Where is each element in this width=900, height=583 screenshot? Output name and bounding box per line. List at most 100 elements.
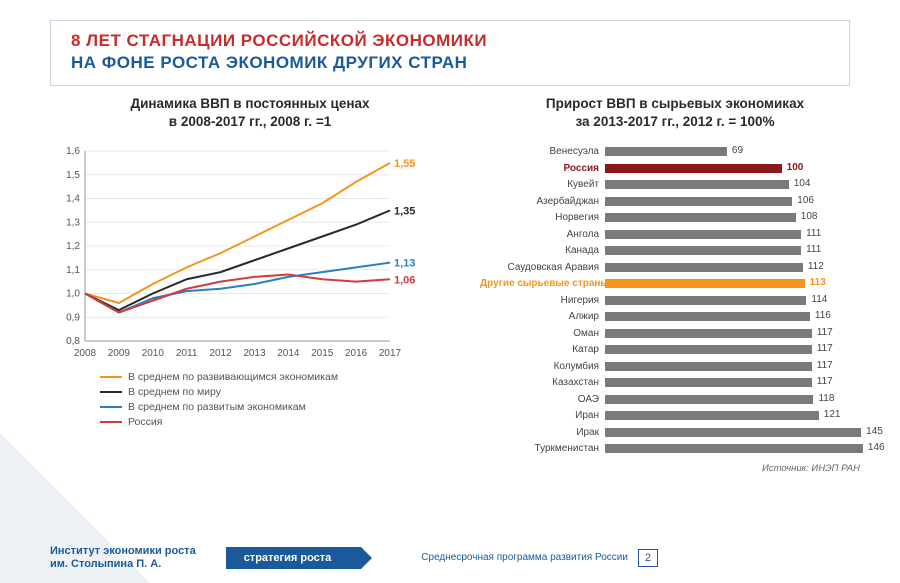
bar-fill — [605, 147, 727, 156]
bar-label: Ангола — [480, 229, 605, 240]
bar-fill — [605, 263, 803, 272]
legend-item: В среднем по развитым экономикам — [100, 401, 450, 413]
bar-track: 113 — [605, 279, 870, 288]
bar-row: Азербайджан 106 — [480, 193, 870, 210]
svg-text:1,1: 1,1 — [66, 265, 80, 276]
svg-text:1,0: 1,0 — [66, 289, 80, 300]
bar-track: 145 — [605, 428, 870, 437]
bar-label: Катар — [480, 344, 605, 355]
bar-value: 121 — [819, 409, 841, 420]
bar-row: Катар117 — [480, 341, 870, 358]
bar-row: Туркменистан146 — [480, 440, 870, 457]
bar-fill — [605, 164, 782, 173]
bar-value: 100 — [782, 162, 804, 173]
bar-label: Венесуэла — [480, 146, 605, 157]
bar-label: ОАЭ — [480, 394, 605, 405]
bar-value: 118 — [813, 393, 834, 404]
legend-swatch — [100, 406, 122, 408]
bar-fill — [605, 329, 812, 338]
right-title-l1: Прирост ВВП в сырьевых экономиках — [546, 96, 804, 111]
bar-row: Алжир116 — [480, 308, 870, 325]
right-chart-title: Прирост ВВП в сырьевых экономиках за 201… — [480, 95, 870, 131]
svg-text:0,9: 0,9 — [66, 313, 80, 324]
right-panel: Прирост ВВП в сырьевых экономиках за 201… — [450, 95, 870, 528]
svg-text:2008: 2008 — [74, 348, 97, 359]
bar-row: Саудовская Аравия112 — [480, 259, 870, 276]
bar-fill — [605, 213, 796, 222]
bar-label: Саудовская Аравия — [480, 262, 605, 273]
bar-row: Канада 111 — [480, 242, 870, 259]
bar-fill — [605, 428, 861, 437]
right-title-l2: за 2013-2017 гг., 2012 г. = 100% — [576, 114, 775, 129]
header-line1: 8 ЛЕТ СТАГНАЦИИ РОССИЙСКОЙ ЭКОНОМИКИ — [71, 31, 829, 51]
svg-text:1,2: 1,2 — [66, 241, 80, 252]
bar-fill — [605, 411, 819, 420]
legend-item: Россия — [100, 416, 450, 428]
bar-fill — [605, 246, 801, 255]
bar-value: 145 — [861, 426, 883, 437]
institute-l2: им. Столыпина П. А. — [50, 558, 161, 570]
left-title-l1: Динамика ВВП в постоянных ценах — [130, 96, 369, 111]
legend-item: В среднем по развивающимся экономикам — [100, 371, 450, 383]
bar-label: Канада — [480, 245, 605, 256]
bar-fill — [605, 378, 812, 387]
header-line2: НА ФОНЕ РОСТА ЭКОНОМИК ДРУГИХ СТРАН — [71, 53, 829, 73]
legend-label: В среднем по миру — [128, 386, 221, 398]
bar-fill — [605, 197, 792, 206]
svg-text:1,5: 1,5 — [66, 170, 80, 181]
bar-track: 117 — [605, 345, 870, 354]
bar-track: 117 — [605, 362, 870, 371]
bar-track: 117 — [605, 378, 870, 387]
svg-text:1,55: 1,55 — [394, 158, 415, 170]
bar-label: Оман — [480, 328, 605, 339]
svg-text:2009: 2009 — [108, 348, 131, 359]
bar-value: 111 — [801, 244, 821, 255]
bar-track: 104 — [605, 180, 870, 189]
bar-fill — [605, 296, 806, 305]
bar-row: Колумбия117 — [480, 358, 870, 375]
bar-row: Ирак145 — [480, 424, 870, 441]
bar-row: Другие сырьевые страны113 — [480, 275, 870, 292]
bar-track: 114 — [605, 296, 870, 305]
bar-fill — [605, 444, 863, 453]
page-number-box: 2 — [638, 549, 658, 567]
bar-label: Кувейт — [480, 179, 605, 190]
bar-row: Казахстан117 — [480, 374, 870, 391]
bar-label: Азербайджан — [480, 196, 605, 207]
bar-value: 146 — [863, 442, 885, 453]
bar-row: Нигерия114 — [480, 292, 870, 309]
bar-label: Иран — [480, 410, 605, 421]
bar-row: Россия100 — [480, 160, 870, 177]
bar-fill — [605, 395, 813, 404]
svg-text:2015: 2015 — [311, 348, 334, 359]
institute-name: Институт экономики роста им. Столыпина П… — [50, 545, 196, 571]
charts-container: Динамика ВВП в постоянных ценах в 2008-2… — [50, 95, 870, 528]
bar-fill — [605, 279, 805, 288]
bar-track: 111 — [605, 230, 870, 239]
legend-swatch — [100, 421, 122, 423]
svg-text:1,13: 1,13 — [394, 258, 415, 270]
institute-l1: Институт экономики роста — [50, 545, 196, 557]
bar-value: 106 — [792, 195, 814, 206]
bar-row: Ангола 111 — [480, 226, 870, 243]
svg-text:1,06: 1,06 — [394, 275, 415, 287]
svg-text:2011: 2011 — [176, 348, 198, 359]
line-chart: 0,80,91,01,11,21,31,41,51,62008200920102… — [50, 146, 430, 361]
bar-label: Норвегия — [480, 212, 605, 223]
svg-text:2017: 2017 — [379, 348, 402, 359]
bar-track: 121 — [605, 411, 870, 420]
source-note: Источник: ИНЭП РАН — [480, 463, 870, 474]
bar-fill — [605, 362, 812, 371]
bar-track: 118 — [605, 395, 870, 404]
bar-label: Колумбия — [480, 361, 605, 372]
bar-label: Казахстан — [480, 377, 605, 388]
bar-value: 111 — [801, 228, 821, 239]
page-number: 2 — [645, 552, 651, 564]
legend-item: В среднем по миру — [100, 386, 450, 398]
line-chart-svg: 0,80,91,01,11,21,31,41,51,62008200920102… — [50, 146, 430, 361]
legend-swatch — [100, 391, 122, 393]
strategy-ribbon: стратегия роста — [226, 547, 362, 569]
footer: Институт экономики роста им. Столыпина П… — [50, 545, 870, 571]
legend-label: В среднем по развивающимся экономикам — [128, 371, 338, 383]
svg-text:0,8: 0,8 — [66, 336, 80, 347]
